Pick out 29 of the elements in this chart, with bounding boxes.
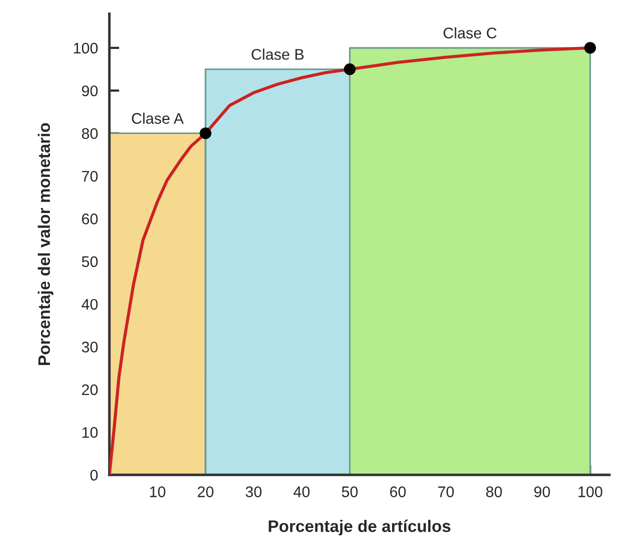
point bbox=[344, 63, 356, 76]
y-tick-label: 50 bbox=[82, 256, 98, 268]
point bbox=[584, 42, 596, 54]
series-label: Clase A bbox=[132, 112, 184, 124]
x-tick-label: 80 bbox=[486, 486, 502, 498]
y-tick-label: 60 bbox=[82, 214, 98, 224]
x-tick-label: 60 bbox=[390, 486, 406, 498]
x-tick-label: 20 bbox=[198, 486, 214, 498]
x-axis-title: Porcentaje de artículos bbox=[268, 520, 450, 536]
x-tick-label: 30 bbox=[246, 486, 262, 498]
y-tick-label: 100 bbox=[74, 42, 98, 54]
y-tick-label: 10 bbox=[82, 427, 98, 438]
y-tick-label: 0 bbox=[90, 470, 98, 481]
x-tick-label: 70 bbox=[438, 486, 454, 498]
series-label: Clase C bbox=[444, 27, 497, 38]
x-tick-label: 10 bbox=[150, 486, 166, 498]
y-tick-label: 20 bbox=[82, 384, 98, 396]
y-tick-label: 90 bbox=[82, 85, 98, 96]
x-tick-label: 50 bbox=[342, 486, 358, 498]
x-tick-label: 90 bbox=[534, 486, 550, 498]
y-tick-label: 30 bbox=[82, 342, 98, 352]
y-tick-label: 40 bbox=[82, 298, 98, 310]
y-tick-label: 80 bbox=[82, 128, 98, 139]
x-tick-label: 40 bbox=[294, 486, 310, 498]
x-tick-label: 100 bbox=[578, 486, 602, 498]
y-axis-title: Porcentaje del valor monetario bbox=[38, 123, 54, 365]
series-label: Clase B bbox=[252, 48, 304, 60]
y-tick-label: 70 bbox=[82, 170, 98, 182]
point bbox=[200, 127, 212, 140]
